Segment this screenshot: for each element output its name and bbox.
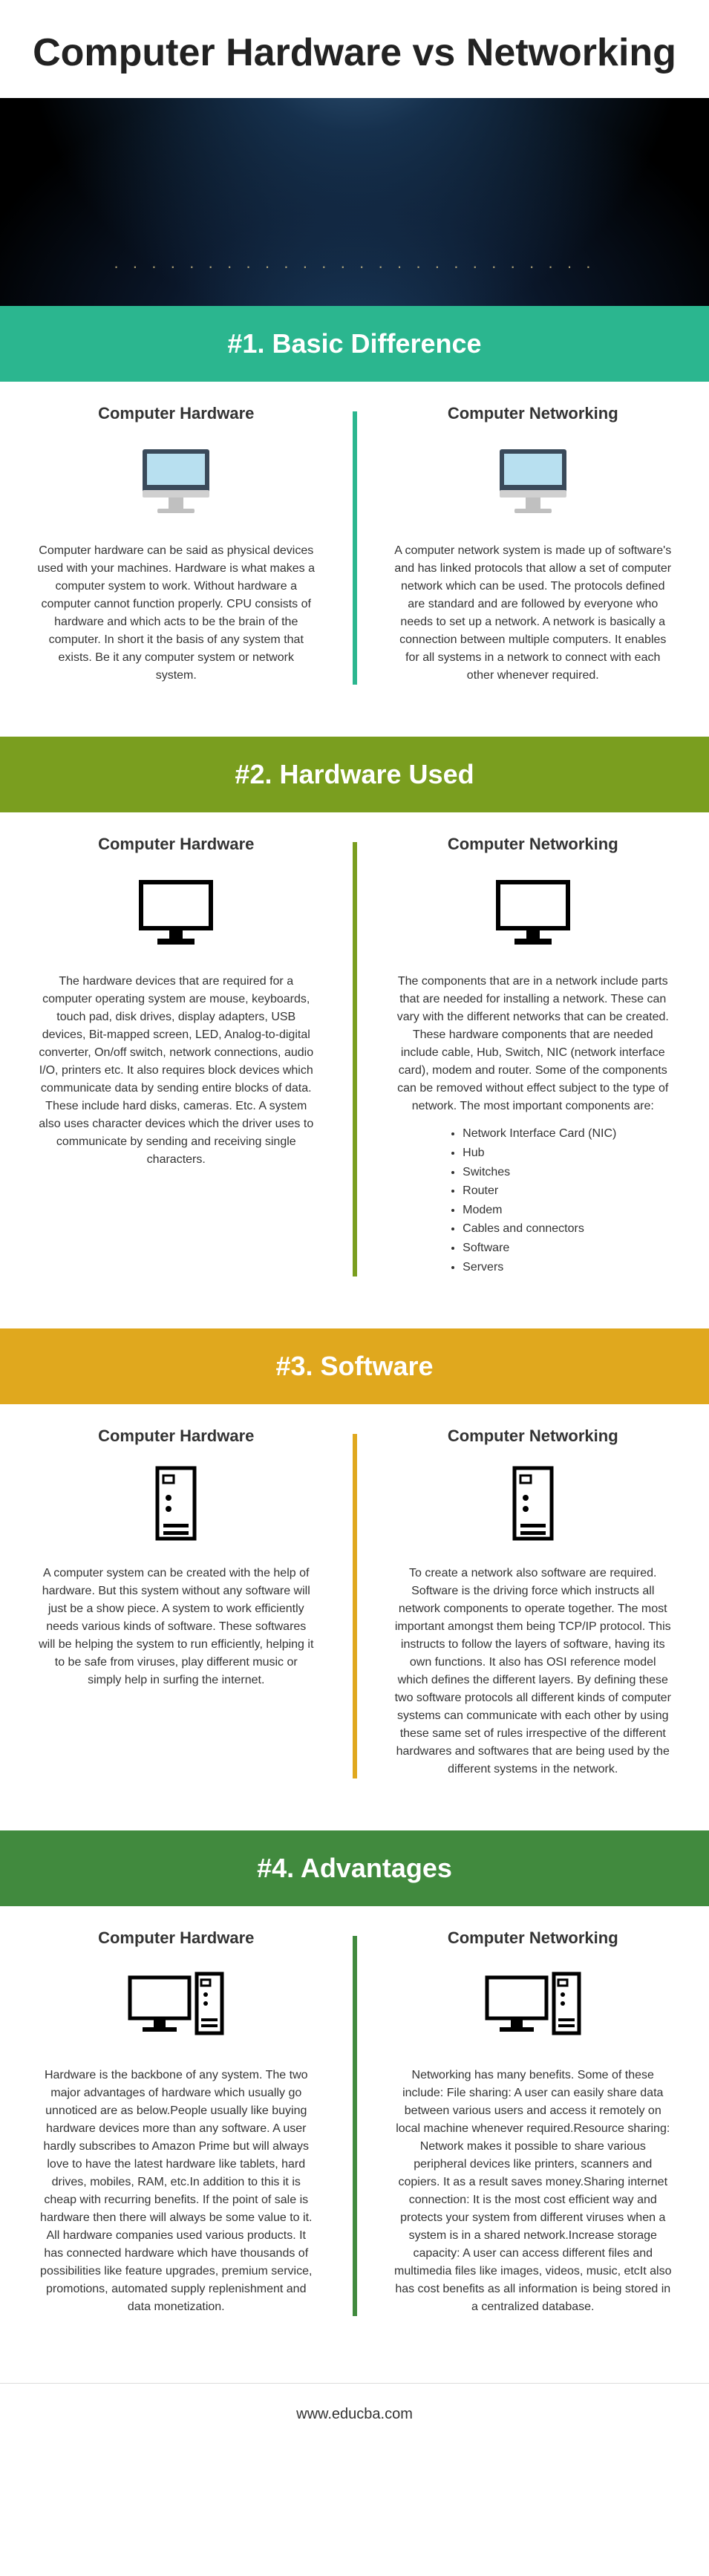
body-text: To create a network also software are re…	[394, 1565, 673, 1778]
body-text: Hardware is the backbone of any system. …	[37, 2067, 316, 2316]
col-heading: Computer Networking	[394, 1426, 673, 1446]
section-2-heading: #2. Hardware Used	[0, 737, 709, 812]
monitor-icon	[37, 873, 316, 954]
col-heading: Computer Networking	[394, 404, 673, 423]
page-title: Computer Hardware vs Networking	[0, 0, 709, 98]
col-heading: Computer Hardware	[37, 835, 316, 854]
section-2-right: Computer Networking The components that …	[357, 835, 709, 1276]
imac-icon	[37, 442, 316, 524]
section-2-left: Computer Hardware The hardware devices t…	[0, 835, 353, 1276]
col-heading: Computer Hardware	[37, 1928, 316, 1948]
section-1-right: Computer Networking A computer network s…	[357, 404, 709, 685]
section-4-right: Computer Networking Networking has many …	[357, 1928, 709, 2316]
hero-image	[0, 98, 709, 306]
list-item: Servers	[463, 1258, 616, 1277]
section-3-body: Computer Hardware A computer system can …	[0, 1404, 709, 1830]
server-icon	[37, 1464, 316, 1546]
list-item: Modem	[463, 1201, 616, 1220]
footer-link[interactable]: www.educba.com	[0, 2383, 709, 2453]
col-heading: Computer Hardware	[37, 404, 316, 423]
list-item: Network Interface Card (NIC)	[463, 1124, 616, 1144]
section-3-left: Computer Hardware A computer system can …	[0, 1426, 353, 1778]
section-3-right: Computer Networking To create a network …	[357, 1426, 709, 1778]
list-item: Switches	[463, 1163, 616, 1182]
desktop-icon	[37, 1966, 316, 2048]
server-icon	[394, 1464, 673, 1546]
body-text: Computer hardware can be said as physica…	[37, 542, 316, 685]
section-1-heading: #1. Basic Difference	[0, 306, 709, 382]
list-item: Cables and connectors	[463, 1219, 616, 1239]
list-item: Router	[463, 1181, 616, 1201]
section-1-body: Computer Hardware Computer hardware can …	[0, 382, 709, 737]
section-2-body: Computer Hardware The hardware devices t…	[0, 812, 709, 1328]
body-text: A computer network system is made up of …	[394, 542, 673, 685]
section-3-heading: #3. Software	[0, 1328, 709, 1404]
col-heading: Computer Hardware	[37, 1426, 316, 1446]
list-item: Software	[463, 1239, 616, 1258]
body-text: Networking has many benefits. Some of th…	[394, 2067, 673, 2316]
body-text: A computer system can be created with th…	[37, 1565, 316, 1689]
body-text: The hardware devices that are required f…	[37, 973, 316, 1169]
section-1-left: Computer Hardware Computer hardware can …	[0, 404, 353, 685]
section-4-heading: #4. Advantages	[0, 1830, 709, 1906]
col-heading: Computer Networking	[394, 1928, 673, 1948]
section-4-body: Computer Hardware Hardware is the backbo…	[0, 1906, 709, 2368]
imac-icon	[394, 442, 673, 524]
list-item: Hub	[463, 1144, 616, 1163]
body-text: The components that are in a network inc…	[394, 973, 673, 1115]
monitor-icon	[394, 873, 673, 954]
desktop-icon	[394, 1966, 673, 2048]
component-list: Network Interface Card (NIC) Hub Switche…	[449, 1124, 616, 1276]
section-4-left: Computer Hardware Hardware is the backbo…	[0, 1928, 353, 2316]
col-heading: Computer Networking	[394, 835, 673, 854]
